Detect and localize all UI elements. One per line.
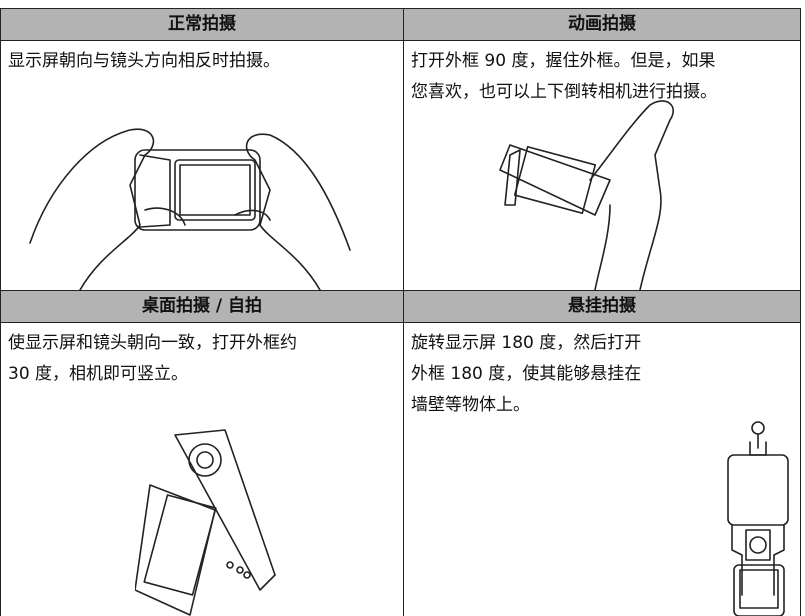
- illustration-stand: [135, 429, 276, 616]
- text-line: 使显示屏和镜头朝向一致，打开外框约: [8, 333, 297, 353]
- section-title: 正常拍摄: [0, 8, 404, 41]
- text-line: 外框 180 度，使其能够悬挂在: [411, 364, 642, 384]
- illustration-movie: [499, 100, 674, 290]
- section-body: 使显示屏和镜头朝向一致，打开外框约 30 度，相机即可竖立。: [0, 322, 404, 616]
- illustration-hang: [727, 421, 789, 616]
- text-line: 显示屏朝向与镜头方向相反时拍摄。: [8, 51, 280, 71]
- text-line: 墙壁等物体上。: [411, 395, 530, 415]
- text-line: 您喜欢，也可以上下倒转相机进行拍摄。: [411, 82, 717, 102]
- section-body: 旋转显示屏 180 度，然后打开 外框 180 度，使其能够悬挂在 墙壁等物体上…: [403, 322, 801, 616]
- text-line: 旋转显示屏 180 度，然后打开: [411, 333, 642, 353]
- section-title: 桌面拍摄 / 自拍: [0, 290, 404, 323]
- text-line: 打开外框 90 度，握住外框。但是，如果: [411, 51, 716, 71]
- section-title: 悬挂拍摄: [403, 290, 801, 323]
- section-title: 动画拍摄: [403, 8, 801, 41]
- section-body: 打开外框 90 度，握住外框。但是，如果 您喜欢，也可以上下倒转相机进行拍摄。: [403, 40, 801, 291]
- illustration-normal: [29, 128, 351, 290]
- text-line: 30 度，相机即可竖立。: [8, 364, 189, 384]
